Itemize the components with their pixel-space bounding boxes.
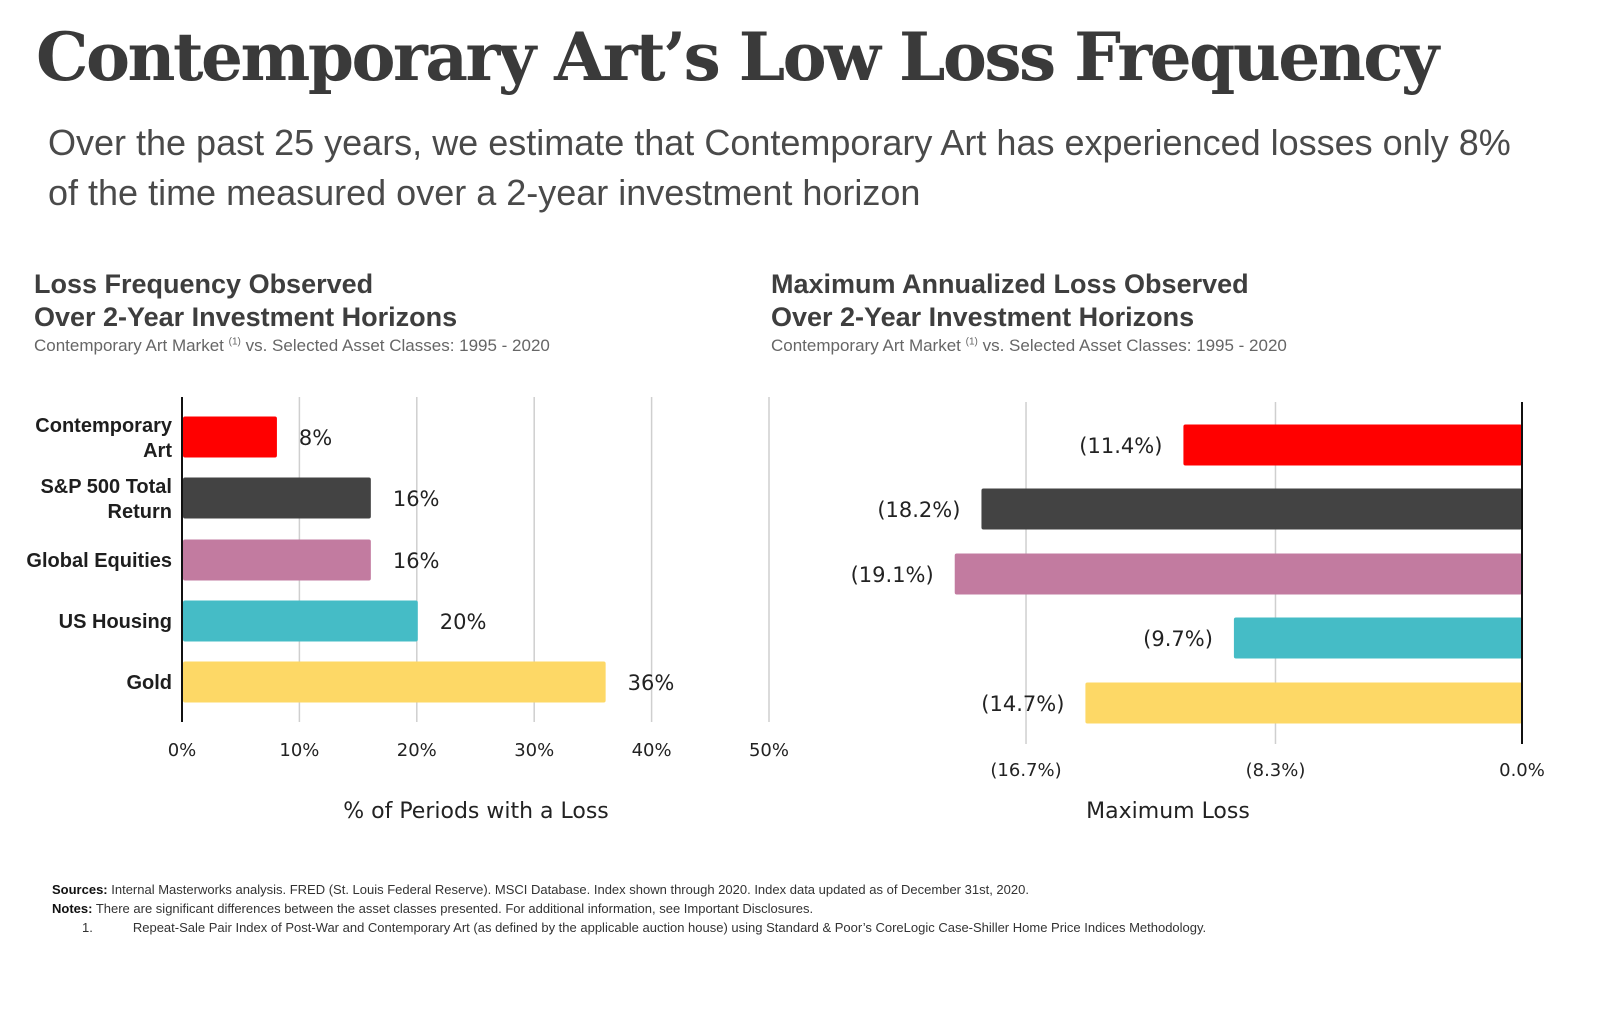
bar xyxy=(1233,617,1522,659)
footer-notes: Sources: Internal Masterworks analysis. … xyxy=(52,880,1206,937)
right-note-text-2: vs. Selected Asset Classes: 1995 - 2020 xyxy=(977,336,1287,355)
sources-label: Sources: xyxy=(52,882,108,897)
footer-notes-line: Notes: There are significant differences… xyxy=(52,899,1206,918)
x-tick-label: 30% xyxy=(514,740,554,761)
right-note-superscript: (1) xyxy=(965,336,978,348)
right-chart-header: Maximum Annualized Loss Observed Over 2-… xyxy=(771,268,1287,356)
x-tick-label: (8.3%) xyxy=(1246,760,1306,781)
category-label: Gold xyxy=(126,672,172,694)
x-tick-label: (16.7%) xyxy=(990,760,1061,781)
left-note-text-2: vs. Selected Asset Classes: 1995 - 2020 xyxy=(240,336,550,355)
x-tick-label: 0.0% xyxy=(1499,760,1545,781)
footnote-1-number: 1. xyxy=(82,920,93,935)
category-label: Contemporary xyxy=(35,415,173,437)
x-axis-title: Maximum Loss xyxy=(1086,799,1250,824)
data-label: 20% xyxy=(440,610,487,634)
page-subtitle: Over the past 25 years, we estimate that… xyxy=(48,122,1511,213)
category-label: Art xyxy=(143,440,172,462)
notes-label: Notes: xyxy=(52,901,93,916)
left-chart-note: Contemporary Art Market (1) vs. Selected… xyxy=(34,336,550,356)
data-label: (19.1%) xyxy=(851,563,934,587)
x-tick-label: 50% xyxy=(749,740,789,761)
data-label: 8% xyxy=(299,426,332,450)
right-chart-title-line2: Over 2-Year Investment Horizons xyxy=(771,302,1195,332)
sources-text: Internal Masterworks analysis. FRED (St.… xyxy=(107,882,1029,897)
data-label: 16% xyxy=(393,549,440,573)
category-label: Return xyxy=(108,501,172,523)
footnote-1-text: Repeat-Sale Pair Index of Post-War and C… xyxy=(132,920,1207,935)
bar xyxy=(981,488,1522,530)
bar xyxy=(183,539,371,581)
data-label: 16% xyxy=(393,487,440,511)
data-label: (11.4%) xyxy=(1079,434,1162,458)
bar xyxy=(183,416,277,458)
right-note-text: Contemporary Art Market xyxy=(771,336,961,355)
x-tick-label: 0% xyxy=(168,740,197,761)
right-chart-note: Contemporary Art Market (1) vs. Selected… xyxy=(771,336,1287,356)
data-label: (9.7%) xyxy=(1143,627,1213,651)
x-tick-label: 20% xyxy=(397,740,437,761)
page-title: Contemporary Art’s Low Loss Frequency xyxy=(36,18,1439,96)
bar xyxy=(954,553,1522,595)
category-label: Global Equities xyxy=(26,550,172,572)
left-chart-title-line1: Loss Frequency Observed xyxy=(34,269,374,299)
footer-sources: Sources: Internal Masterworks analysis. … xyxy=(52,880,1206,899)
left-note-superscript: (1) xyxy=(228,336,241,348)
bar xyxy=(1183,424,1522,466)
left-note-text: Contemporary Art Market xyxy=(34,336,224,355)
left-chart-title-line2: Over 2-Year Investment Horizons xyxy=(34,302,458,332)
data-label: (14.7%) xyxy=(981,692,1064,716)
bar xyxy=(183,477,371,519)
data-label: 36% xyxy=(628,671,675,695)
footnote-1: 1. Repeat-Sale Pair Index of Post-War and… xyxy=(52,918,1206,937)
data-label: (18.2%) xyxy=(877,498,960,522)
x-axis-title: % of Periods with a Loss xyxy=(343,799,609,824)
left-chart-header: Loss Frequency Observed Over 2-Year Inve… xyxy=(34,268,550,356)
category-label: US Housing xyxy=(59,611,172,633)
bar xyxy=(1085,682,1522,724)
notes-text: There are significant differences betwee… xyxy=(92,901,814,916)
loss-frequency-chart: 0% 10% 20% 30% 40% 50% 8% Contemporary Art 16% S&P… xyxy=(26,397,789,824)
category-label: S&P 500 Total xyxy=(40,476,172,498)
x-tick-label: 10% xyxy=(279,740,319,761)
bar xyxy=(183,600,418,642)
bar xyxy=(183,661,606,703)
max-loss-chart: (16.7%) (8.3%) 0.0% (11.4%) (18.2%) (19.1%) (9… xyxy=(851,402,1545,824)
x-tick-label: 40% xyxy=(632,740,672,761)
right-chart-title-line1: Maximum Annualized Loss Observed xyxy=(771,269,1249,299)
